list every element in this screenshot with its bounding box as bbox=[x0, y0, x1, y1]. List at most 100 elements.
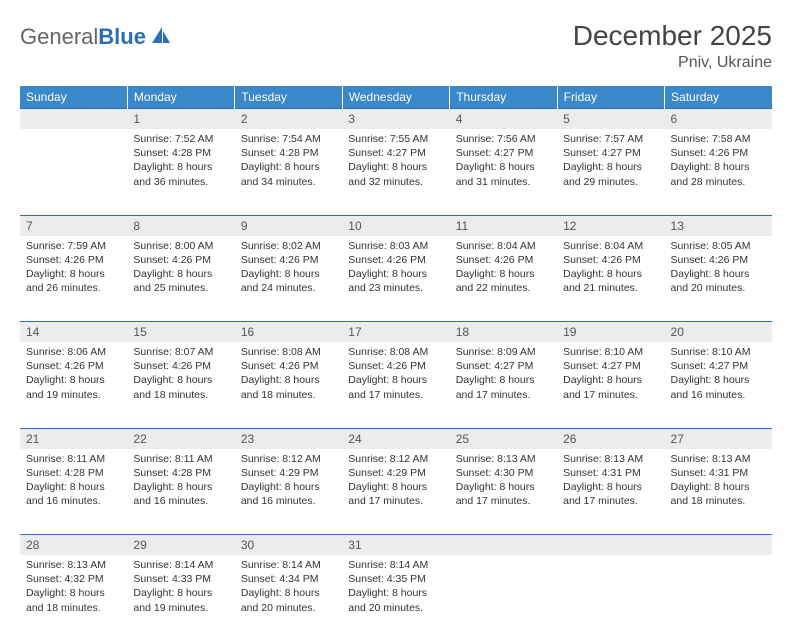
day-cell bbox=[450, 555, 557, 641]
day-content: Sunrise: 8:03 AMSunset: 4:26 PMDaylight:… bbox=[342, 236, 449, 300]
day-number-cell: 20 bbox=[665, 322, 772, 343]
day-cell: Sunrise: 7:58 AMSunset: 4:26 PMDaylight:… bbox=[665, 129, 772, 215]
day-content: Sunrise: 8:12 AMSunset: 4:29 PMDaylight:… bbox=[342, 449, 449, 513]
week-row: Sunrise: 8:13 AMSunset: 4:32 PMDaylight:… bbox=[20, 555, 772, 641]
day-number-cell: 9 bbox=[235, 215, 342, 236]
day-content: Sunrise: 8:13 AMSunset: 4:31 PMDaylight:… bbox=[665, 449, 772, 513]
day-number-cell: 23 bbox=[235, 428, 342, 449]
day-number-cell: 30 bbox=[235, 535, 342, 556]
day-content: Sunrise: 8:00 AMSunset: 4:26 PMDaylight:… bbox=[127, 236, 234, 300]
logo: GeneralBlue bbox=[20, 20, 172, 50]
day-number-cell: 24 bbox=[342, 428, 449, 449]
day-cell: Sunrise: 8:11 AMSunset: 4:28 PMDaylight:… bbox=[127, 449, 234, 535]
logo-text: GeneralBlue bbox=[20, 24, 146, 50]
day-cell: Sunrise: 8:13 AMSunset: 4:31 PMDaylight:… bbox=[665, 449, 772, 535]
day-cell: Sunrise: 7:54 AMSunset: 4:28 PMDaylight:… bbox=[235, 129, 342, 215]
day-number-cell: 11 bbox=[450, 215, 557, 236]
day-content: Sunrise: 7:58 AMSunset: 4:26 PMDaylight:… bbox=[665, 129, 772, 193]
day-number-cell bbox=[20, 109, 127, 130]
day-content: Sunrise: 7:56 AMSunset: 4:27 PMDaylight:… bbox=[450, 129, 557, 193]
day-content: Sunrise: 8:05 AMSunset: 4:26 PMDaylight:… bbox=[665, 236, 772, 300]
day-cell: Sunrise: 8:06 AMSunset: 4:26 PMDaylight:… bbox=[20, 342, 127, 428]
day-cell: Sunrise: 8:07 AMSunset: 4:26 PMDaylight:… bbox=[127, 342, 234, 428]
day-number-cell: 10 bbox=[342, 215, 449, 236]
day-number-cell bbox=[450, 535, 557, 556]
day-cell: Sunrise: 8:13 AMSunset: 4:32 PMDaylight:… bbox=[20, 555, 127, 641]
day-content: Sunrise: 8:11 AMSunset: 4:28 PMDaylight:… bbox=[20, 449, 127, 513]
weekday-header: Tuesday bbox=[235, 86, 342, 109]
day-cell: Sunrise: 8:13 AMSunset: 4:30 PMDaylight:… bbox=[450, 449, 557, 535]
calendar-body: 123456Sunrise: 7:52 AMSunset: 4:28 PMDay… bbox=[20, 109, 772, 641]
sail-icon bbox=[150, 25, 172, 50]
day-number-cell: 5 bbox=[557, 109, 664, 130]
day-number-cell: 7 bbox=[20, 215, 127, 236]
day-content: Sunrise: 8:09 AMSunset: 4:27 PMDaylight:… bbox=[450, 342, 557, 406]
day-cell bbox=[20, 129, 127, 215]
daynum-row: 123456 bbox=[20, 109, 772, 130]
day-number-cell: 17 bbox=[342, 322, 449, 343]
day-content: Sunrise: 8:14 AMSunset: 4:35 PMDaylight:… bbox=[342, 555, 449, 619]
day-cell: Sunrise: 7:56 AMSunset: 4:27 PMDaylight:… bbox=[450, 129, 557, 215]
day-cell: Sunrise: 8:00 AMSunset: 4:26 PMDaylight:… bbox=[127, 236, 234, 322]
day-number-cell: 4 bbox=[450, 109, 557, 130]
daynum-row: 28293031 bbox=[20, 535, 772, 556]
day-content: Sunrise: 8:13 AMSunset: 4:30 PMDaylight:… bbox=[450, 449, 557, 513]
day-content: Sunrise: 7:54 AMSunset: 4:28 PMDaylight:… bbox=[235, 129, 342, 193]
day-content: Sunrise: 8:10 AMSunset: 4:27 PMDaylight:… bbox=[557, 342, 664, 406]
day-number-cell: 2 bbox=[235, 109, 342, 130]
daynum-row: 14151617181920 bbox=[20, 322, 772, 343]
day-cell: Sunrise: 8:10 AMSunset: 4:27 PMDaylight:… bbox=[557, 342, 664, 428]
day-cell: Sunrise: 7:52 AMSunset: 4:28 PMDaylight:… bbox=[127, 129, 234, 215]
day-cell: Sunrise: 8:13 AMSunset: 4:31 PMDaylight:… bbox=[557, 449, 664, 535]
weekday-header: Monday bbox=[127, 86, 234, 109]
page-header: GeneralBlue December 2025 Pniv, Ukraine bbox=[20, 20, 772, 72]
day-cell: Sunrise: 8:04 AMSunset: 4:26 PMDaylight:… bbox=[557, 236, 664, 322]
day-cell: Sunrise: 7:57 AMSunset: 4:27 PMDaylight:… bbox=[557, 129, 664, 215]
day-cell: Sunrise: 8:14 AMSunset: 4:34 PMDaylight:… bbox=[235, 555, 342, 641]
day-content: Sunrise: 8:07 AMSunset: 4:26 PMDaylight:… bbox=[127, 342, 234, 406]
day-number-cell: 16 bbox=[235, 322, 342, 343]
day-cell: Sunrise: 7:59 AMSunset: 4:26 PMDaylight:… bbox=[20, 236, 127, 322]
weekday-header-row: SundayMondayTuesdayWednesdayThursdayFrid… bbox=[20, 86, 772, 109]
day-number-cell bbox=[665, 535, 772, 556]
day-number-cell: 28 bbox=[20, 535, 127, 556]
daynum-row: 78910111213 bbox=[20, 215, 772, 236]
day-content: Sunrise: 8:04 AMSunset: 4:26 PMDaylight:… bbox=[557, 236, 664, 300]
day-number-cell: 26 bbox=[557, 428, 664, 449]
day-number-cell: 8 bbox=[127, 215, 234, 236]
day-content: Sunrise: 8:13 AMSunset: 4:31 PMDaylight:… bbox=[557, 449, 664, 513]
day-content: Sunrise: 8:13 AMSunset: 4:32 PMDaylight:… bbox=[20, 555, 127, 619]
day-number-cell: 13 bbox=[665, 215, 772, 236]
day-cell bbox=[557, 555, 664, 641]
day-content: Sunrise: 7:52 AMSunset: 4:28 PMDaylight:… bbox=[127, 129, 234, 193]
day-content: Sunrise: 8:08 AMSunset: 4:26 PMDaylight:… bbox=[342, 342, 449, 406]
day-content: Sunrise: 8:04 AMSunset: 4:26 PMDaylight:… bbox=[450, 236, 557, 300]
day-cell: Sunrise: 8:12 AMSunset: 4:29 PMDaylight:… bbox=[235, 449, 342, 535]
title-block: December 2025 Pniv, Ukraine bbox=[573, 20, 772, 72]
day-content: Sunrise: 8:10 AMSunset: 4:27 PMDaylight:… bbox=[665, 342, 772, 406]
day-content: Sunrise: 8:14 AMSunset: 4:34 PMDaylight:… bbox=[235, 555, 342, 619]
day-number-cell bbox=[557, 535, 664, 556]
logo-text-1: General bbox=[20, 24, 98, 49]
day-cell: Sunrise: 8:12 AMSunset: 4:29 PMDaylight:… bbox=[342, 449, 449, 535]
day-cell: Sunrise: 8:02 AMSunset: 4:26 PMDaylight:… bbox=[235, 236, 342, 322]
day-number-cell: 27 bbox=[665, 428, 772, 449]
day-number-cell: 25 bbox=[450, 428, 557, 449]
day-number-cell: 14 bbox=[20, 322, 127, 343]
day-cell: Sunrise: 8:08 AMSunset: 4:26 PMDaylight:… bbox=[342, 342, 449, 428]
day-number-cell: 1 bbox=[127, 109, 234, 130]
week-row: Sunrise: 8:06 AMSunset: 4:26 PMDaylight:… bbox=[20, 342, 772, 428]
day-number-cell: 19 bbox=[557, 322, 664, 343]
day-cell: Sunrise: 8:14 AMSunset: 4:33 PMDaylight:… bbox=[127, 555, 234, 641]
day-number-cell: 29 bbox=[127, 535, 234, 556]
day-number-cell: 31 bbox=[342, 535, 449, 556]
day-content: Sunrise: 8:11 AMSunset: 4:28 PMDaylight:… bbox=[127, 449, 234, 513]
weekday-header: Saturday bbox=[665, 86, 772, 109]
day-cell: Sunrise: 8:09 AMSunset: 4:27 PMDaylight:… bbox=[450, 342, 557, 428]
day-cell: Sunrise: 8:05 AMSunset: 4:26 PMDaylight:… bbox=[665, 236, 772, 322]
day-number-cell: 21 bbox=[20, 428, 127, 449]
day-content: Sunrise: 7:59 AMSunset: 4:26 PMDaylight:… bbox=[20, 236, 127, 300]
day-cell: Sunrise: 8:08 AMSunset: 4:26 PMDaylight:… bbox=[235, 342, 342, 428]
day-cell: Sunrise: 8:03 AMSunset: 4:26 PMDaylight:… bbox=[342, 236, 449, 322]
day-cell: Sunrise: 8:11 AMSunset: 4:28 PMDaylight:… bbox=[20, 449, 127, 535]
